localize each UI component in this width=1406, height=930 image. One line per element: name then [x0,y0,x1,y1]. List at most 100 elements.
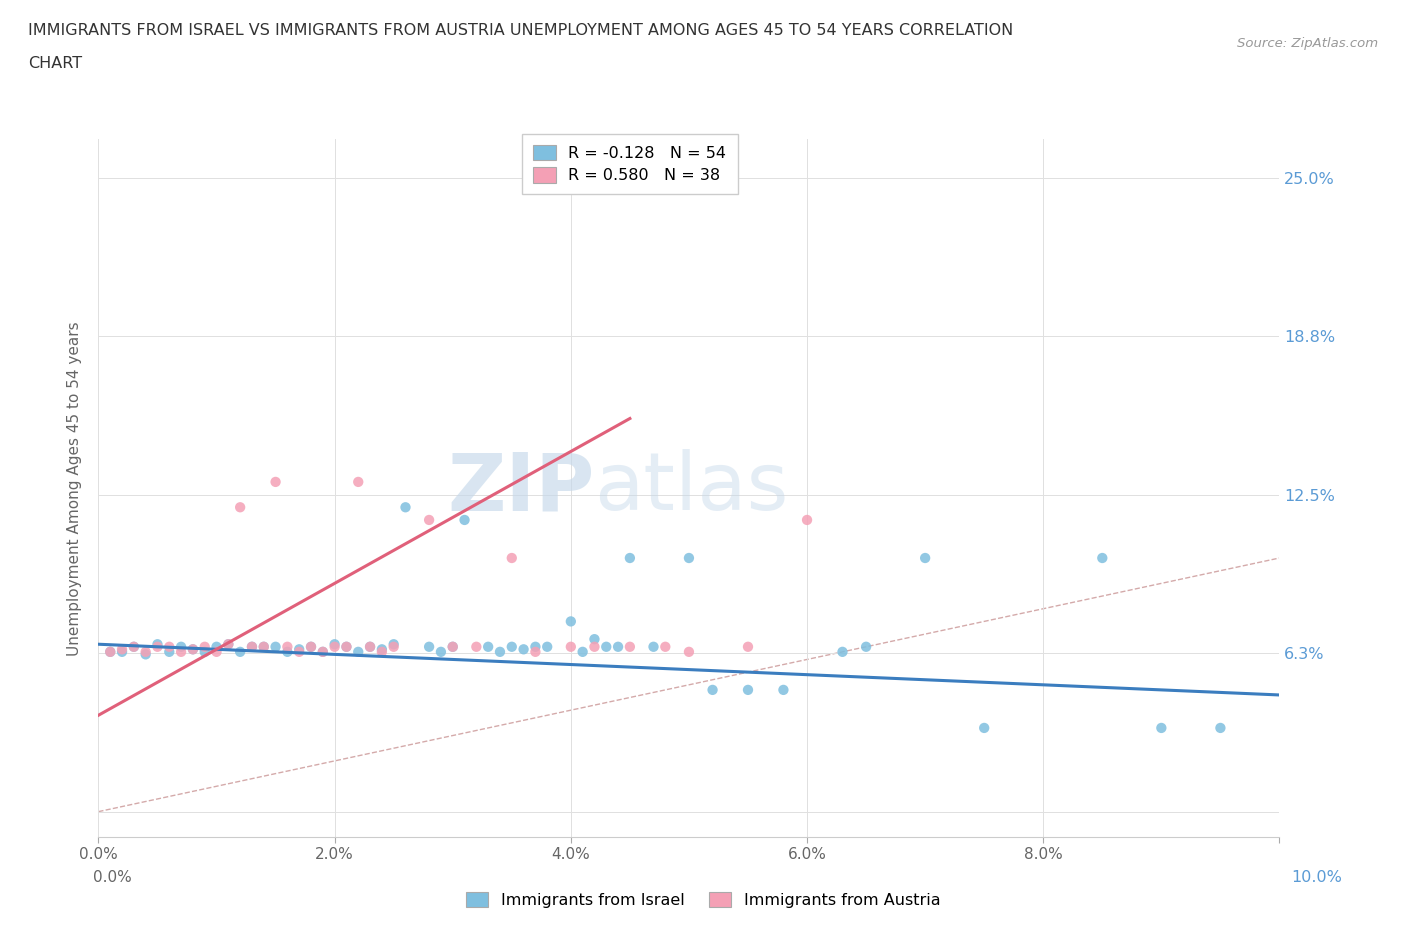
Point [702,683,724,698]
Point [217,637,239,652]
Point [98,644,121,659]
Point [441,639,464,654]
Point [335,639,357,654]
Point [1091,551,1114,565]
Point [229,644,252,659]
Point [560,639,582,654]
Point [276,639,298,654]
Point [583,631,606,646]
Point [371,644,394,659]
Point [619,551,641,565]
Point [240,639,263,654]
Point [796,512,818,527]
Point [737,683,759,698]
Point [855,119,877,134]
Point [288,642,311,657]
Point [441,639,464,654]
Point [157,639,180,654]
Point [371,642,394,657]
Point [205,639,228,654]
Point [98,644,121,659]
Point [737,639,759,654]
Point [524,639,547,654]
Point [619,639,641,654]
Point [512,642,534,657]
Point [1150,721,1173,736]
Point [347,644,370,659]
Point [607,639,630,654]
Point [465,639,488,654]
Point [135,644,157,659]
Point [347,474,370,489]
Point [146,639,169,654]
Point [1209,721,1232,736]
Point [323,639,346,654]
Text: 10.0%: 10.0% [1291,870,1343,885]
Point [536,639,558,654]
Point [299,639,322,654]
Point [477,639,499,654]
Point [678,551,700,565]
Text: atlas: atlas [595,449,789,527]
Point [181,642,204,657]
Point [914,551,936,565]
Point [205,644,228,659]
Point [312,644,335,659]
Point [253,639,276,654]
Point [135,647,157,662]
Text: IMMIGRANTS FROM ISRAEL VS IMMIGRANTS FROM AUSTRIA UNEMPLOYMENT AMONG AGES 45 TO : IMMIGRANTS FROM ISRAEL VS IMMIGRANTS FRO… [28,23,1014,38]
Point [571,644,593,659]
Point [359,639,381,654]
Point [181,642,204,657]
Point [229,499,252,514]
Point [595,639,617,654]
Point [323,637,346,652]
Point [855,639,877,654]
Text: 0.0%: 0.0% [93,870,131,885]
Point [489,644,512,659]
Text: ZIP: ZIP [447,449,595,527]
Point [654,639,676,654]
Y-axis label: Unemployment Among Ages 45 to 54 years: Unemployment Among Ages 45 to 54 years [67,321,83,656]
Point [772,683,794,698]
Point [524,644,547,659]
Point [831,644,853,659]
Point [394,499,416,514]
Point [501,551,523,565]
Point [299,639,322,654]
Point [111,644,134,659]
Point [359,639,381,654]
Point [276,644,298,659]
Point [157,644,180,659]
Legend: Immigrants from Israel, Immigrants from Austria: Immigrants from Israel, Immigrants from … [456,882,950,917]
Point [583,639,606,654]
Point [560,614,582,629]
Point [264,639,287,654]
Point [973,721,995,736]
Point [288,644,311,659]
Point [382,639,405,654]
Point [194,639,217,654]
Point [122,639,145,654]
Point [430,644,453,659]
Point [453,512,475,527]
Point [111,642,134,657]
Point [418,512,440,527]
Point [418,639,440,654]
Text: Source: ZipAtlas.com: Source: ZipAtlas.com [1237,37,1378,50]
Legend: R = -0.128   N = 54, R = 0.580   N = 38: R = -0.128 N = 54, R = 0.580 N = 38 [522,134,738,194]
Point [240,639,263,654]
Text: CHART: CHART [28,56,82,71]
Point [170,644,193,659]
Point [643,639,665,654]
Point [382,637,405,652]
Point [678,644,700,659]
Point [253,639,276,654]
Point [146,637,169,652]
Point [194,644,217,659]
Point [264,474,287,489]
Point [170,639,193,654]
Point [217,637,239,652]
Point [312,644,335,659]
Point [335,639,357,654]
